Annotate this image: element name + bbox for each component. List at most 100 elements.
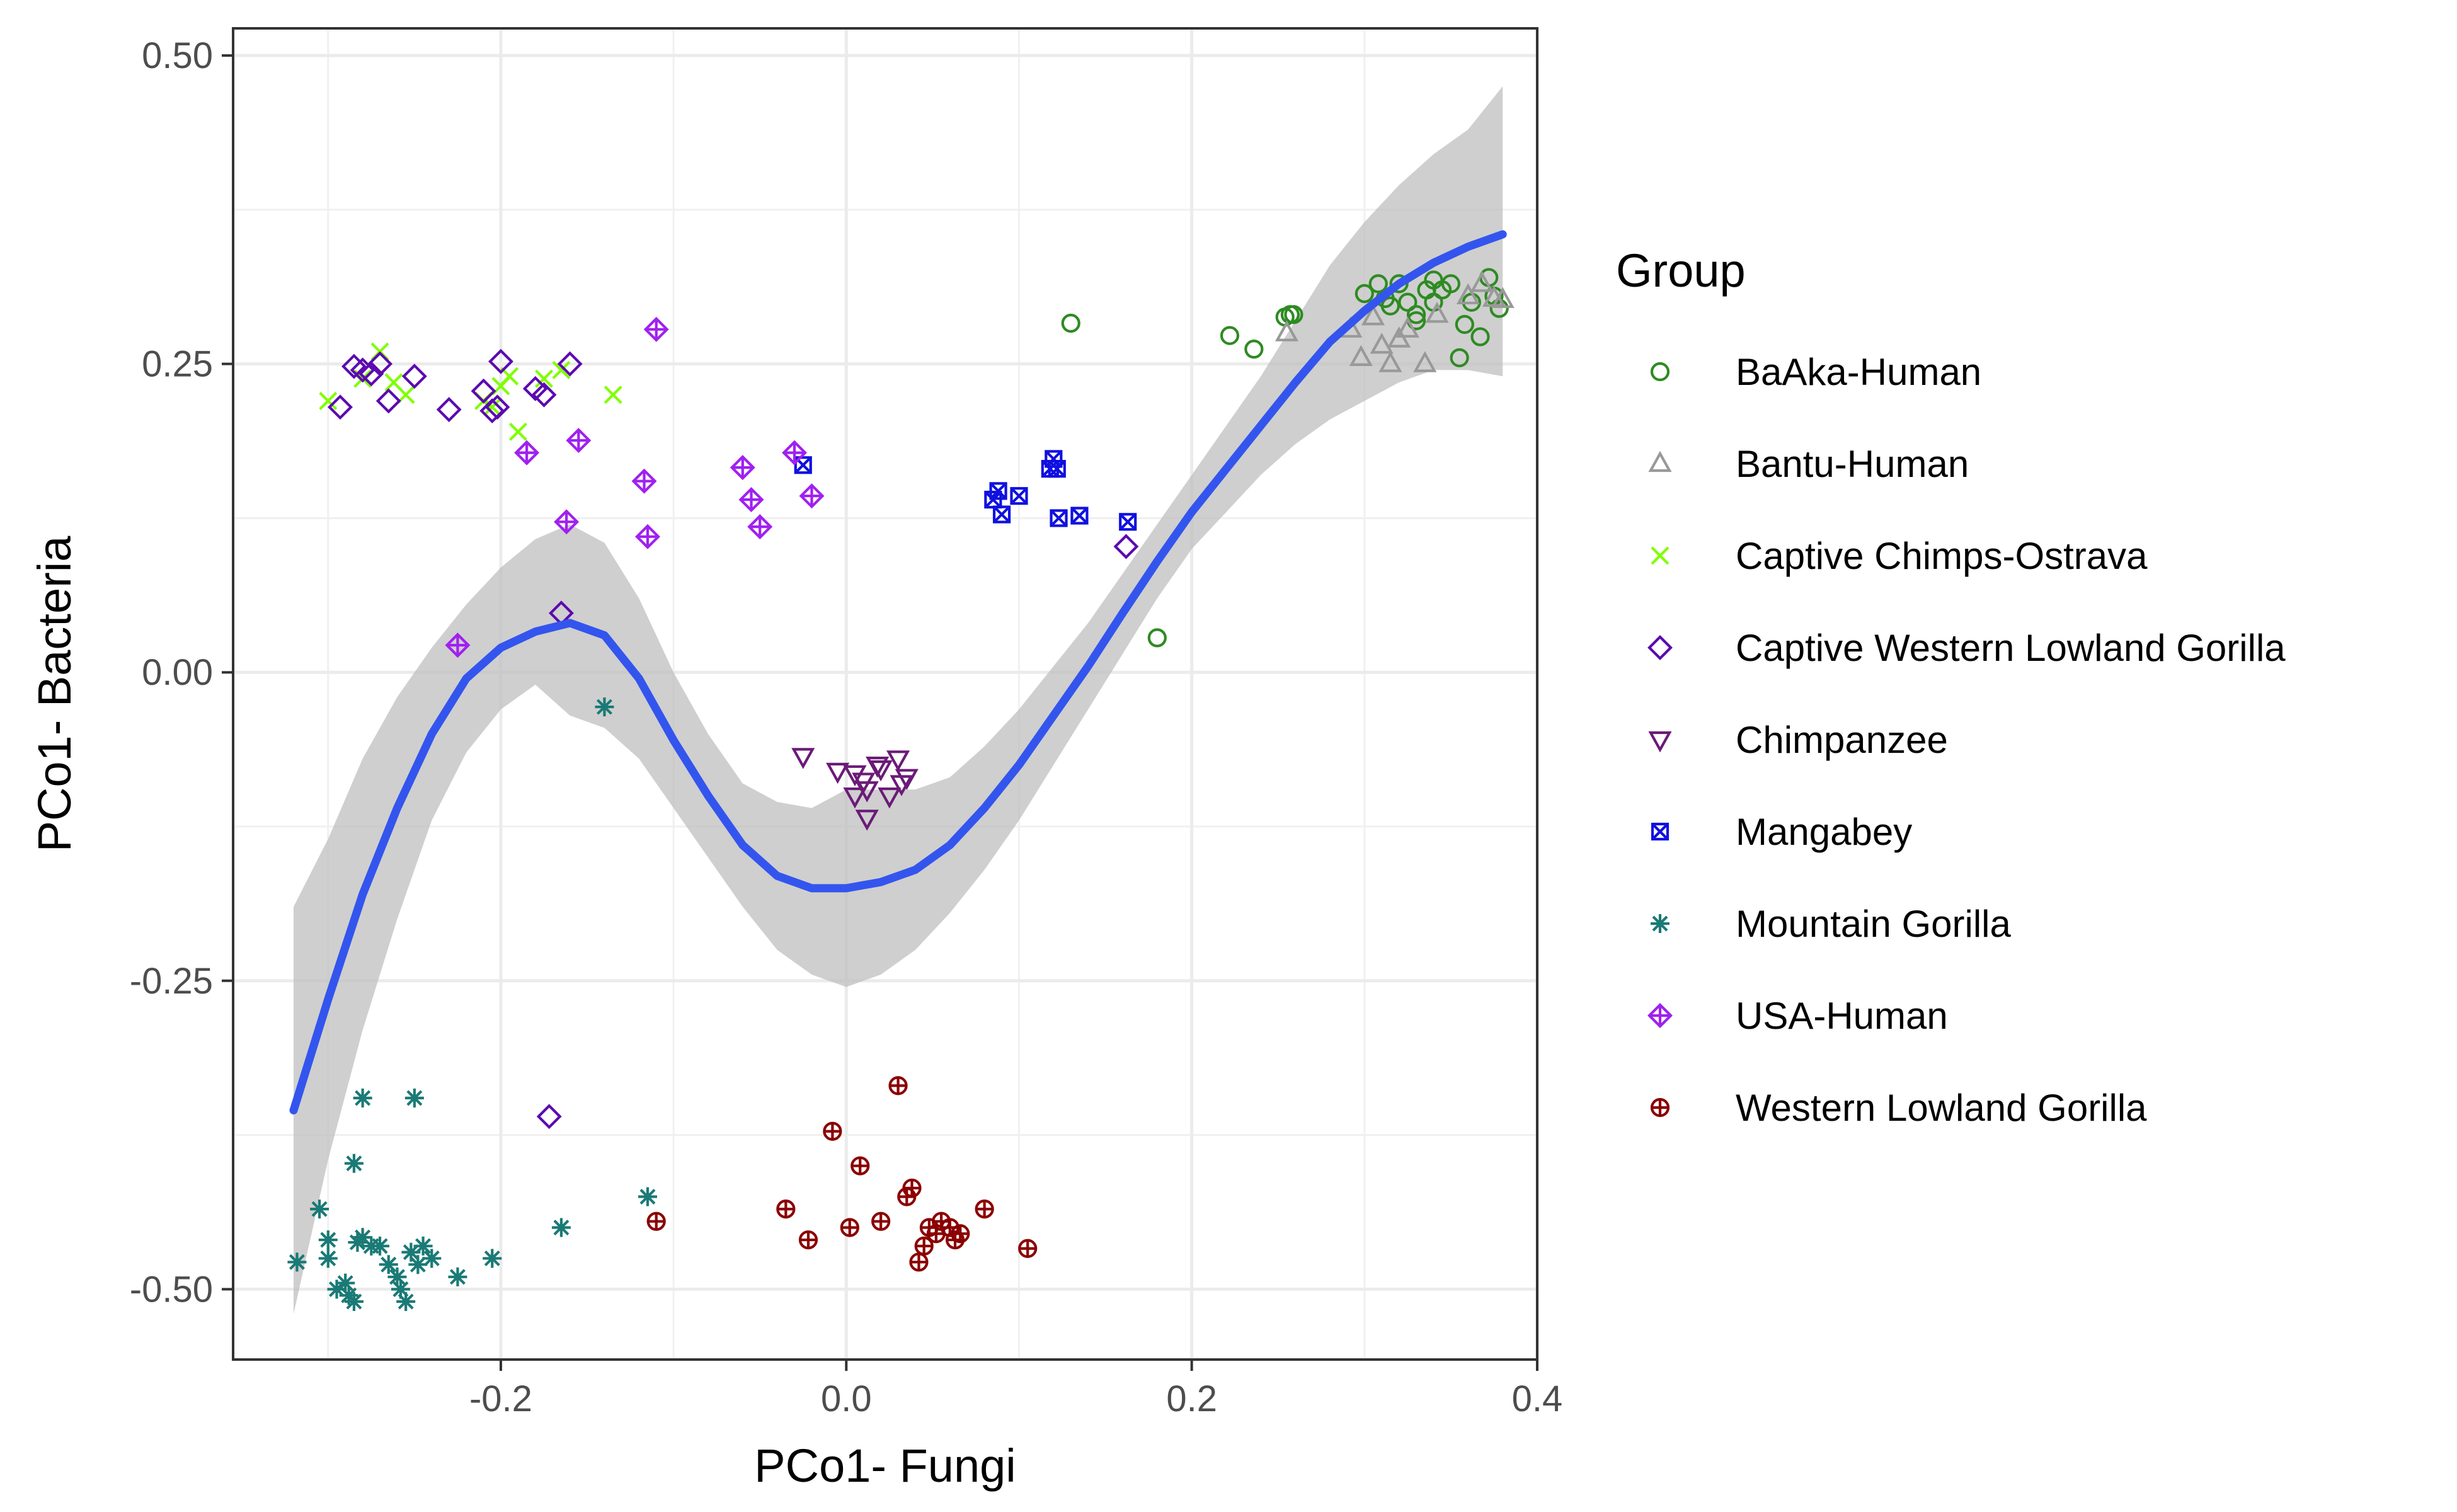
point-diamond [436, 397, 462, 423]
point-triangle [1387, 326, 1411, 348]
grid-major [233, 28, 1539, 1360]
data-point [776, 1199, 796, 1219]
point-diamond [350, 357, 375, 383]
point-circle [1441, 274, 1461, 294]
data-point [1048, 460, 1066, 478]
data-point [914, 1236, 934, 1256]
axis-ticks [222, 54, 1538, 1371]
legend-item: USA-Human [1647, 995, 1948, 1037]
point-x-stroke [794, 456, 812, 474]
data-point [328, 394, 353, 420]
data-point [1398, 292, 1418, 312]
legend-key [1651, 822, 1670, 841]
y-tick-label: 0.25 [142, 344, 213, 385]
data-point [638, 1187, 658, 1206]
data-point [595, 697, 614, 717]
legend-key [1651, 546, 1670, 565]
point-circle [1220, 326, 1240, 345]
data-point [1354, 284, 1374, 304]
data-point [1244, 340, 1264, 359]
point-diamond [375, 388, 401, 414]
data-point [1119, 513, 1137, 531]
legend-label: Mountain Gorilla [1736, 903, 2012, 945]
data-point [350, 357, 375, 383]
data-point [1050, 509, 1068, 527]
data-point [895, 769, 919, 791]
point-x-stroke [1050, 509, 1068, 527]
data-point [341, 353, 367, 379]
legend-item: Captive Chimps-Ostrava [1651, 535, 2148, 577]
data-point [604, 386, 622, 404]
data-point [840, 1218, 859, 1237]
point-x-stroke [993, 506, 1011, 524]
data-point [902, 1178, 922, 1198]
data-point [379, 1255, 398, 1274]
point-triangle-down [895, 769, 919, 791]
legend-label: Captive Western Lowland Gorilla [1736, 627, 2286, 669]
point-square [1119, 513, 1137, 531]
series-0 [1061, 268, 1509, 648]
y-tick-labels: -0.50 -0.25 0.00 0.25 0.50 [130, 35, 213, 1310]
legend: Group BaAka-Human Bantu-Human Captive Chim… [1616, 244, 2286, 1129]
data-point [782, 440, 808, 466]
point-x-stroke [483, 398, 501, 416]
data-point [1456, 283, 1480, 305]
data-point [791, 748, 815, 769]
data-point [1113, 534, 1139, 559]
data-point [798, 1230, 818, 1250]
legend-item: Captive Western Lowland Gorilla [1647, 627, 2286, 669]
point-square [1070, 507, 1089, 525]
confidence-band [294, 86, 1503, 1314]
point-circle [1244, 340, 1264, 359]
data-point [1441, 274, 1461, 294]
point-diamond [1647, 635, 1673, 660]
panel-border [232, 27, 1538, 1361]
point-x-stroke [552, 360, 571, 379]
data-point [514, 440, 540, 466]
y-tick-label: -0.50 [130, 1269, 213, 1310]
point-x-stroke [1651, 823, 1669, 840]
point-circle [1147, 628, 1167, 648]
point-diamond [328, 394, 353, 420]
data-point [886, 750, 910, 772]
point-circle [1406, 305, 1426, 324]
point-diamond [536, 1104, 562, 1130]
data-point [1284, 305, 1303, 324]
data-point [1450, 348, 1469, 367]
data-point [422, 1249, 442, 1268]
data-point [747, 514, 773, 540]
x-tick-label: 0.4 [1512, 1378, 1563, 1419]
data-point [1018, 1239, 1038, 1258]
data-point [566, 428, 592, 454]
point-triangle-down [869, 760, 893, 782]
data-point [869, 760, 893, 782]
data-point [1349, 345, 1373, 366]
data-point [367, 351, 393, 377]
data-point [287, 1252, 307, 1272]
legend-label: Captive Chimps-Ostrava [1736, 535, 2148, 577]
data-point [1380, 296, 1400, 316]
data-point [989, 482, 1007, 500]
point-diamond [557, 351, 583, 377]
data-point [909, 1252, 929, 1272]
data-point [1361, 304, 1385, 326]
data-point [344, 1292, 364, 1311]
data-point [557, 351, 583, 377]
point-circle [1380, 296, 1400, 316]
x-tick-label: 0.2 [1166, 1378, 1217, 1419]
legend-key [1648, 731, 1672, 753]
x-axis-title: PCo1- Fungi [754, 1440, 1016, 1492]
data-point [646, 1211, 666, 1231]
series-1 [1274, 271, 1515, 372]
data-point [404, 1088, 424, 1108]
data-point [1070, 507, 1089, 525]
legend-items: BaAka-Human Bantu-Human Captive Chimps-Ost… [1647, 351, 2286, 1129]
legend-item: Mountain Gorilla [1651, 903, 2012, 945]
smooth-line-path [289, 230, 1507, 1114]
data-point [396, 1292, 416, 1311]
data-point [1274, 320, 1299, 341]
data-point [1389, 274, 1409, 294]
data-point [370, 1236, 390, 1256]
data-point [1425, 302, 1449, 323]
data-point [508, 422, 527, 441]
